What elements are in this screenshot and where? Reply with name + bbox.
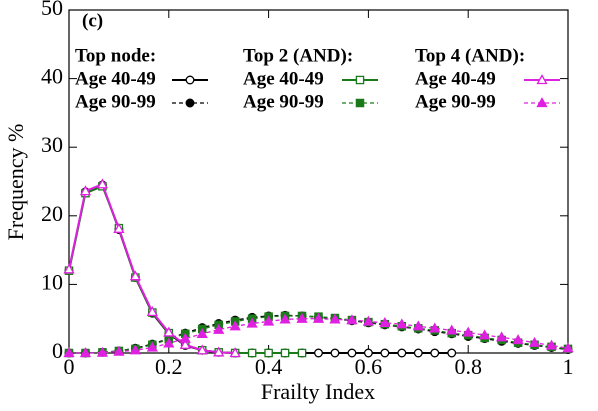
- legend-marker: [185, 75, 195, 85]
- marker: [496, 331, 508, 342]
- marker: [264, 348, 273, 358]
- marker: [413, 348, 423, 358]
- marker: [213, 323, 225, 334]
- y-tick-label: 40: [41, 64, 63, 89]
- marker: [262, 315, 275, 326]
- marker: [96, 178, 109, 189]
- marker: [296, 312, 308, 323]
- legend-label: Age 40-49: [243, 68, 324, 89]
- series-line: [69, 318, 569, 354]
- marker: [213, 346, 225, 357]
- legend-group-title: Top node:: [75, 45, 156, 66]
- marker: [113, 345, 125, 356]
- marker: [512, 334, 524, 345]
- marker: [279, 313, 291, 324]
- marker: [96, 346, 109, 357]
- marker: [346, 314, 358, 325]
- panel-label: (c): [82, 10, 103, 31]
- marker: [247, 348, 257, 358]
- x-tick-label: 0.4: [255, 354, 283, 379]
- x-axis-label: Frailty Index: [261, 379, 375, 404]
- legend-label: Age 90-99: [243, 91, 324, 112]
- legend-marker: [536, 74, 548, 85]
- marker: [129, 270, 141, 281]
- marker: [163, 326, 175, 337]
- marker: [329, 313, 341, 324]
- marker: [312, 312, 325, 323]
- marker: [447, 348, 457, 358]
- marker: [79, 185, 92, 196]
- legend-group-title: Top 4 (AND):: [415, 45, 525, 66]
- marker: [63, 263, 75, 274]
- legend-label: Age 90-99: [415, 91, 496, 112]
- marker: [347, 348, 357, 358]
- marker: [462, 326, 474, 337]
- marker: [379, 316, 391, 327]
- legend-label: Age 90-99: [75, 91, 156, 112]
- legend-marker: [185, 98, 195, 108]
- marker: [562, 342, 574, 353]
- marker: [412, 320, 424, 331]
- series-line: [68, 182, 236, 354]
- y-tick-label: 0: [52, 338, 63, 363]
- marker: [179, 332, 191, 343]
- marker: [146, 341, 158, 352]
- marker: [246, 317, 258, 328]
- x-tick-label: 0.2: [155, 354, 183, 379]
- marker: [429, 322, 441, 333]
- legend-label: Age 40-49: [75, 68, 156, 89]
- legend-marker: [355, 75, 365, 85]
- marker: [396, 318, 408, 329]
- marker: [79, 347, 92, 358]
- marker: [179, 338, 191, 349]
- marker: [163, 337, 175, 348]
- marker: [446, 324, 458, 335]
- marker: [479, 329, 491, 340]
- marker: [528, 336, 541, 347]
- marker: [229, 320, 241, 331]
- series-line: [68, 183, 452, 354]
- legend-group-title: Top 2 (AND):: [243, 45, 353, 66]
- marker: [280, 348, 290, 358]
- y-tick-label: 10: [41, 269, 63, 294]
- x-tick-label: 0.8: [454, 354, 482, 379]
- x-tick-label: 0: [64, 354, 75, 379]
- series-line: [68, 184, 303, 354]
- marker: [397, 348, 407, 358]
- marker: [196, 344, 208, 355]
- y-axis-label: Frequency %: [3, 124, 28, 241]
- x-tick-label: 1: [563, 354, 574, 379]
- legend-label: Age 40-49: [415, 68, 496, 89]
- marker: [113, 223, 125, 233]
- marker: [545, 339, 558, 350]
- marker: [363, 348, 373, 358]
- y-tick-label: 50: [41, 0, 63, 20]
- marker: [362, 315, 375, 326]
- marker: [129, 344, 141, 355]
- y-tick-label: 30: [41, 132, 63, 157]
- legend-marker: [536, 97, 548, 108]
- legend-marker: [355, 98, 365, 108]
- x-tick-label: 0.6: [355, 354, 383, 379]
- y-tick-label: 20: [41, 201, 63, 226]
- marker: [146, 306, 158, 316]
- marker: [297, 348, 307, 358]
- marker: [229, 347, 241, 358]
- marker: [63, 347, 75, 358]
- marker: [380, 348, 390, 358]
- marker: [430, 348, 440, 358]
- marker: [314, 348, 323, 358]
- marker: [196, 327, 208, 338]
- marker: [330, 348, 340, 358]
